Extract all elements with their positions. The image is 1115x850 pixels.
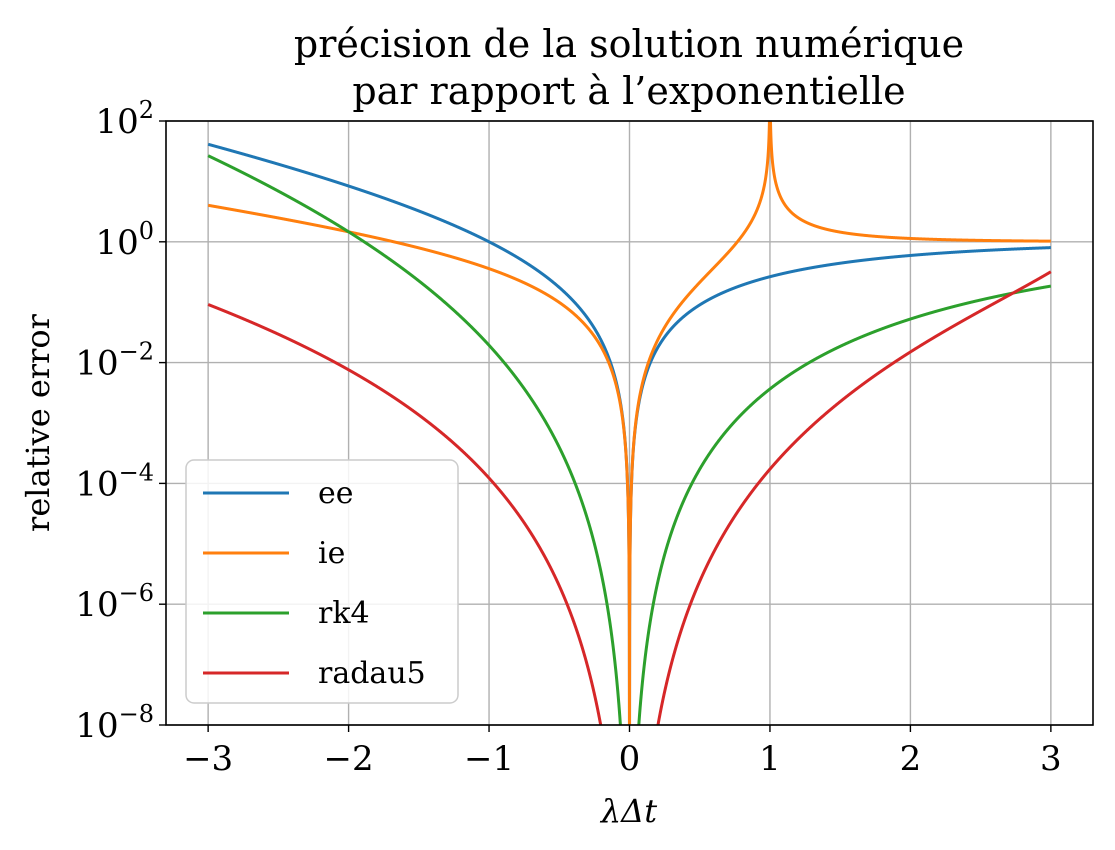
- y-axis: 102 100 10−2 10−4 10−6 10−8: [75, 96, 166, 746]
- x-tick-label: −2: [324, 739, 374, 779]
- y-tick-label: 10−4: [75, 458, 154, 504]
- legend-label-ie: ie: [318, 536, 345, 571]
- x-axis-label: λΔt: [599, 792, 657, 830]
- series-line-rk4: [206, 154, 1053, 725]
- legend-box: [185, 459, 459, 704]
- legend-label-radau5: radau5: [318, 656, 426, 691]
- x-axis: −3 −2 −1 0 1 2 3: [183, 725, 1062, 779]
- legend-label-rk4: rk4: [318, 596, 370, 631]
- x-tick-label: 3: [1040, 739, 1062, 779]
- x-tick-label: 2: [900, 739, 922, 779]
- y-tick-label: 10−8: [75, 700, 154, 746]
- y-tick-label: 10−6: [75, 579, 154, 625]
- chart-title-line-2: par rapport à l’exponentielle: [352, 69, 905, 113]
- x-tick-label: 1: [759, 739, 781, 779]
- y-tick-label: 100: [95, 217, 154, 263]
- y-tick-label: 102: [95, 96, 154, 142]
- legend-label-ee: ee: [318, 476, 354, 511]
- x-tick-label: 0: [619, 739, 641, 779]
- x-tick-label: −3: [183, 739, 233, 779]
- series-line-ee: [206, 142, 1053, 725]
- y-tick-label: 10−2: [75, 338, 154, 384]
- series-line-radau5: [206, 270, 1053, 725]
- legend: ee ie rk4 radau5: [185, 459, 459, 704]
- chart-title-line-1: précision de la solution numérique: [294, 22, 964, 66]
- series-group: [206, 121, 1053, 725]
- x-tick-label: −1: [464, 739, 514, 779]
- y-axis-label: relative error: [19, 313, 57, 532]
